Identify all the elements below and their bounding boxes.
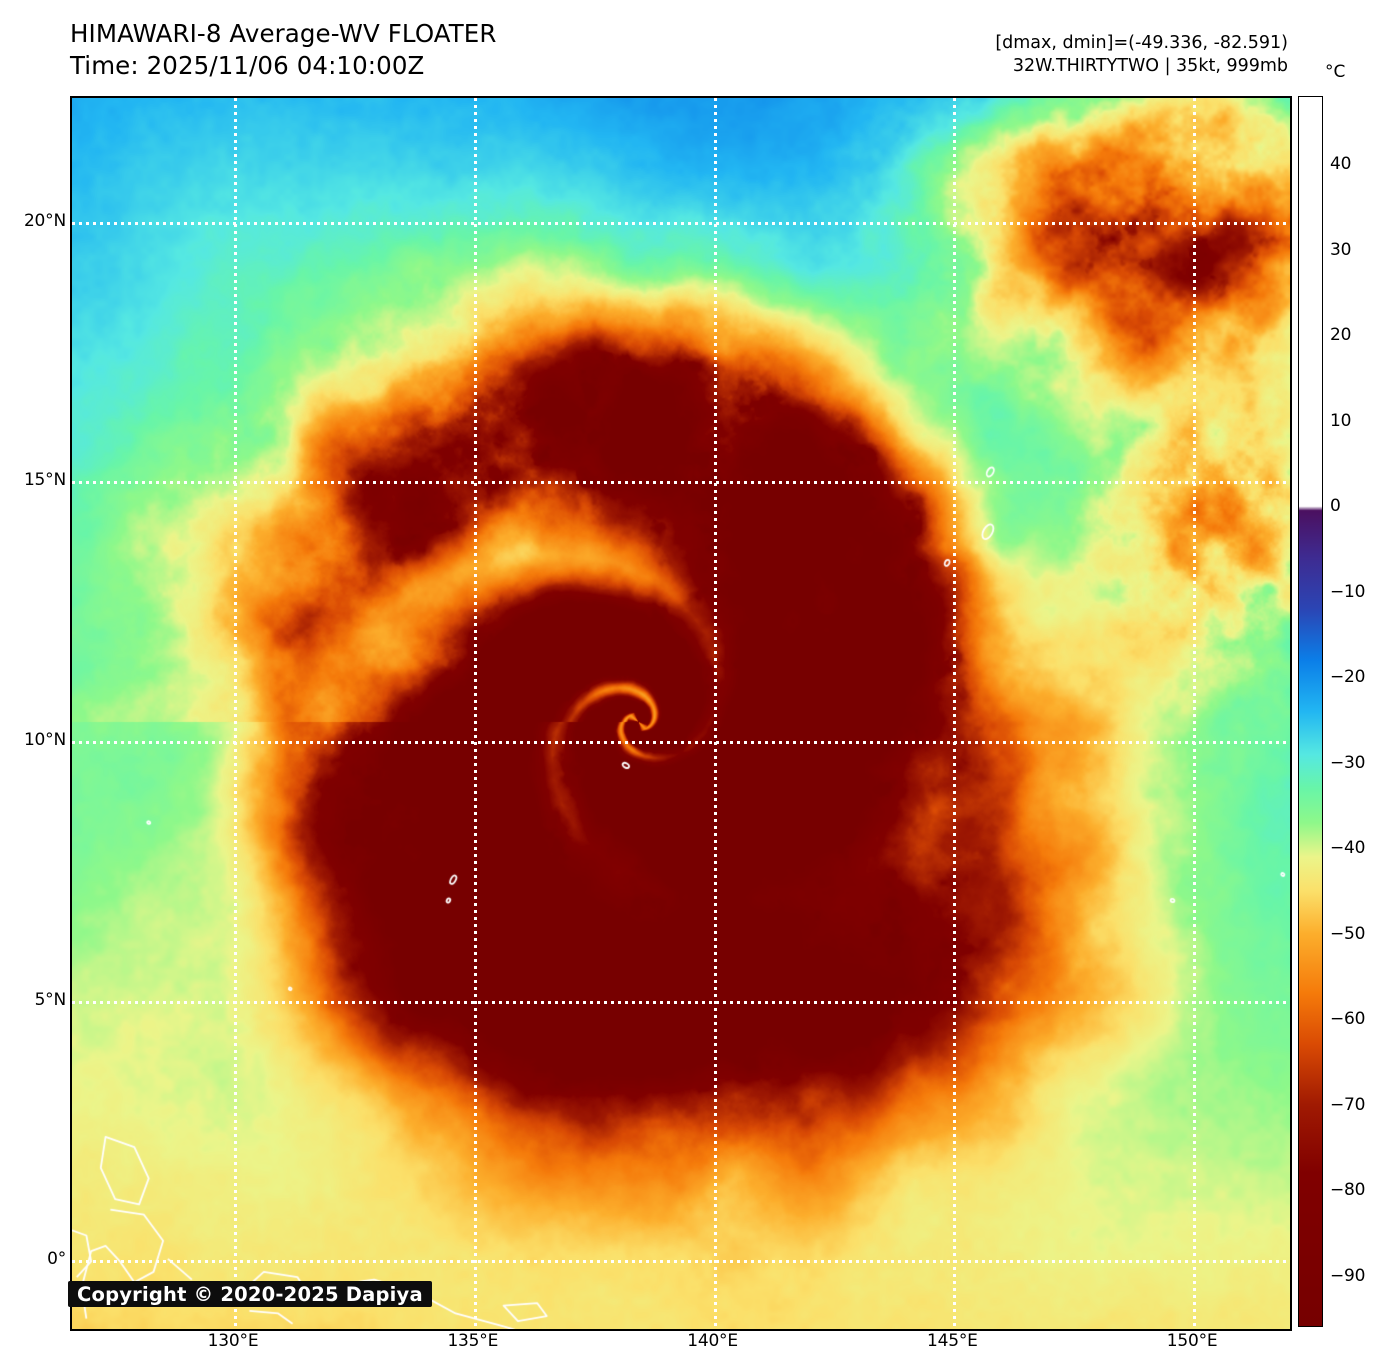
x-tick-label: 145°E	[926, 1331, 978, 1351]
colorbar-tick-label: −50	[1330, 923, 1366, 944]
colorbar-tick-label: 20	[1330, 325, 1352, 346]
colorbar-tick-label: −70	[1330, 1094, 1366, 1115]
colorbar-tick-label: −20	[1330, 667, 1366, 688]
storm-info-label: 32W.THIRTYTWO | 35kt, 999mb	[1012, 56, 1288, 77]
colorbar-tick-label: 10	[1330, 410, 1352, 431]
colorbar-outline	[1298, 96, 1323, 1327]
x-tick-label: 135°E	[447, 1331, 499, 1351]
copyright-watermark: Copyright © 2020-2025 Dapiya	[68, 1281, 432, 1307]
x-tick-label: 150°E	[1166, 1331, 1218, 1351]
colorbar-tick-label: 40	[1330, 154, 1352, 175]
colorbar-tick-label: −90	[1330, 1265, 1366, 1286]
colorbar[interactable]	[1298, 96, 1323, 1327]
colorbar-tick-label: 30	[1330, 239, 1352, 260]
colorbar-tick-label: 0	[1330, 496, 1341, 517]
y-tick-label: 5°N	[34, 989, 67, 1010]
satellite-image-plot[interactable]	[70, 96, 1292, 1331]
colorbar-unit-label: °C	[1325, 62, 1346, 82]
timestamp-label: Time: 2025/11/06 04:10:00Z	[70, 50, 425, 80]
colorbar-tick-label: −30	[1330, 752, 1366, 773]
x-tick-label: 130°E	[207, 1331, 259, 1351]
y-tick-label: 15°N	[23, 470, 66, 491]
colorbar-gradient	[1298, 96, 1323, 1327]
colorbar-tick-label: −40	[1330, 838, 1366, 859]
colorbar-tick-label: −60	[1330, 1009, 1366, 1030]
y-tick-label: 20°N	[23, 210, 66, 231]
y-tick-label: 10°N	[23, 730, 66, 751]
header-metadata: [dmax, dmin]=(-49.336, -82.591) 32W.THIR…	[995, 32, 1288, 79]
dmax-dmin-label: [dmax, dmin]=(-49.336, -82.591)	[995, 33, 1288, 53]
colorbar-tick-label: −80	[1330, 1180, 1366, 1201]
x-tick-label: 140°E	[687, 1331, 738, 1351]
colorbar-tick-label: −10	[1330, 581, 1366, 602]
satellite-imagery-canvas	[72, 98, 1290, 1329]
title-block: HIMAWARI-8 Average-WV FLOATER Time: 2025…	[70, 18, 497, 82]
page-title: HIMAWARI-8 Average-WV FLOATER	[70, 19, 497, 48]
y-tick-label: 0°	[47, 1249, 66, 1270]
